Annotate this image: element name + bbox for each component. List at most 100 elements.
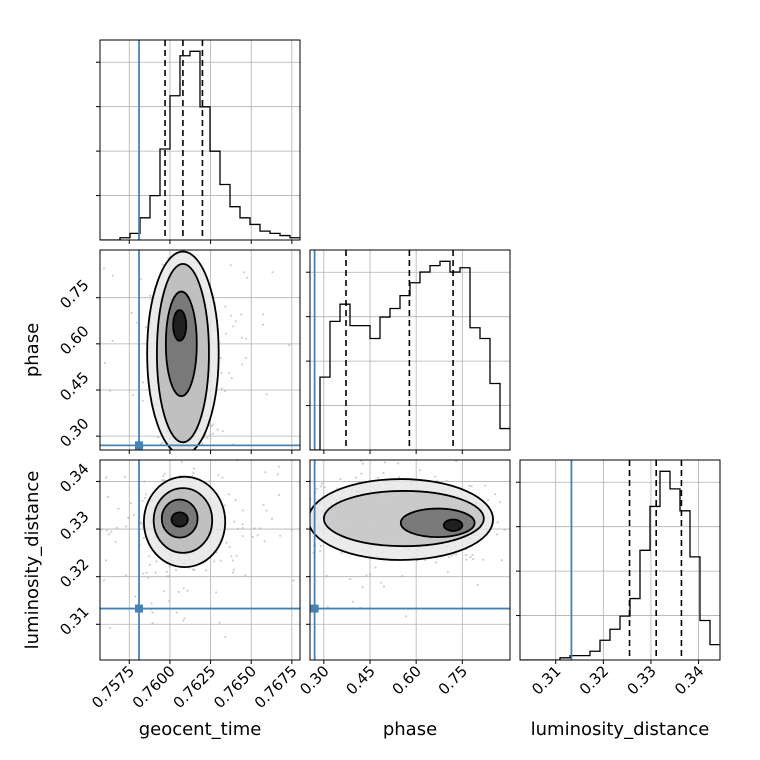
panel-content xyxy=(520,460,720,660)
sample-point xyxy=(105,529,108,532)
truth-marker xyxy=(135,604,144,613)
sample-point xyxy=(277,465,280,468)
sample-point xyxy=(224,305,227,308)
sample-point xyxy=(167,575,170,578)
sample-point xyxy=(95,463,97,465)
sample-point xyxy=(86,392,88,394)
sample-point xyxy=(241,363,244,366)
sample-point xyxy=(470,485,473,488)
sample-point xyxy=(355,476,358,479)
sample-point xyxy=(349,577,352,581)
sample-point xyxy=(108,626,112,629)
sample-point xyxy=(551,509,553,511)
sample-point xyxy=(261,323,265,326)
sample-point xyxy=(576,480,578,482)
sample-point xyxy=(307,570,309,572)
sample-point xyxy=(241,523,244,526)
sample-point xyxy=(227,371,231,374)
sample-point xyxy=(217,474,220,477)
sample-point xyxy=(141,499,144,502)
sample-point xyxy=(246,276,249,279)
sample-point xyxy=(233,520,236,523)
sample-point xyxy=(130,311,133,315)
sample-point xyxy=(163,479,166,482)
sample-point xyxy=(221,430,224,433)
x-tick-label: 0.7625 xyxy=(170,662,220,712)
sample-point xyxy=(236,527,239,530)
sample-point xyxy=(145,493,148,496)
sample-point xyxy=(145,571,148,574)
sample-point xyxy=(235,555,238,558)
x-tick-label: 0.7600 xyxy=(129,662,179,712)
sample-point xyxy=(105,476,108,479)
sample-point xyxy=(351,600,354,603)
sample-point xyxy=(383,585,386,588)
sample-point xyxy=(224,635,227,639)
sample-point xyxy=(295,503,297,505)
sample-point xyxy=(157,436,160,439)
sample-point xyxy=(240,313,243,316)
sample-point xyxy=(193,569,196,572)
sample-point xyxy=(445,479,448,482)
sample-point xyxy=(115,526,118,529)
sample-point xyxy=(300,500,302,502)
sample-point xyxy=(301,543,303,545)
density-contour-3 xyxy=(399,507,476,539)
sample-point xyxy=(241,509,244,512)
x-tick-label: 0.7650 xyxy=(210,662,260,712)
panel-frame xyxy=(309,459,511,661)
sample-point xyxy=(123,475,127,478)
sample-point xyxy=(163,472,166,475)
sample-point xyxy=(398,476,401,479)
x-label-luminosity-distance: luminosity_distance xyxy=(531,719,710,740)
sample-point xyxy=(339,477,342,481)
sample-point xyxy=(405,615,408,618)
sample-point xyxy=(230,555,233,558)
sample-point xyxy=(251,535,254,539)
sample-point xyxy=(104,559,108,562)
panel-content xyxy=(86,250,300,450)
sample-point xyxy=(230,377,233,380)
sample-point xyxy=(227,493,231,496)
panel-geocent-time-luminosity-distance: 0.31 0.32 0.33 0.34 0.75750.76000.76250.7650… xyxy=(56,459,301,712)
y-tick-label: 0.33 xyxy=(56,507,92,543)
sample-point xyxy=(265,393,268,396)
y-label-luminosity-distance: luminosity_distance xyxy=(22,471,43,650)
sample-point xyxy=(124,525,128,528)
y-tick-label: 0.45 xyxy=(56,368,92,404)
sample-point xyxy=(500,559,503,562)
sample-point xyxy=(232,325,235,328)
sample-point xyxy=(135,321,138,324)
sample-point xyxy=(175,611,178,614)
sample-point xyxy=(455,553,458,556)
sample-point xyxy=(465,558,468,561)
sample-point xyxy=(319,550,322,553)
x-tick-label: 0.7675 xyxy=(251,662,301,712)
sample-point xyxy=(182,619,185,622)
sample-point xyxy=(213,560,216,563)
sample-point xyxy=(215,591,218,594)
panel-luminosity-distance-luminosity-distance: 0.31 0.32 0.33 0.34 xyxy=(516,459,721,698)
sample-point xyxy=(139,521,142,524)
sample-point xyxy=(229,314,232,317)
sample-point xyxy=(295,530,297,532)
truth-marker xyxy=(310,604,319,613)
sample-point xyxy=(117,507,120,510)
sample-point xyxy=(108,533,111,536)
sample-point xyxy=(292,579,295,582)
sample-point xyxy=(293,546,295,548)
sample-point xyxy=(448,555,451,559)
sample-point xyxy=(225,541,228,544)
histogram-luminosity-distance xyxy=(520,470,720,660)
sample-point xyxy=(265,509,268,512)
sample-point xyxy=(487,498,490,502)
sample-point xyxy=(484,484,487,487)
sample-point xyxy=(111,274,114,277)
sample-point xyxy=(303,566,305,568)
x-tick-label: 0.7575 xyxy=(88,662,138,712)
sample-point xyxy=(245,356,248,360)
sample-point xyxy=(305,522,307,524)
sample-point xyxy=(374,566,377,569)
sample-point xyxy=(282,553,284,555)
sample-point xyxy=(168,600,171,603)
